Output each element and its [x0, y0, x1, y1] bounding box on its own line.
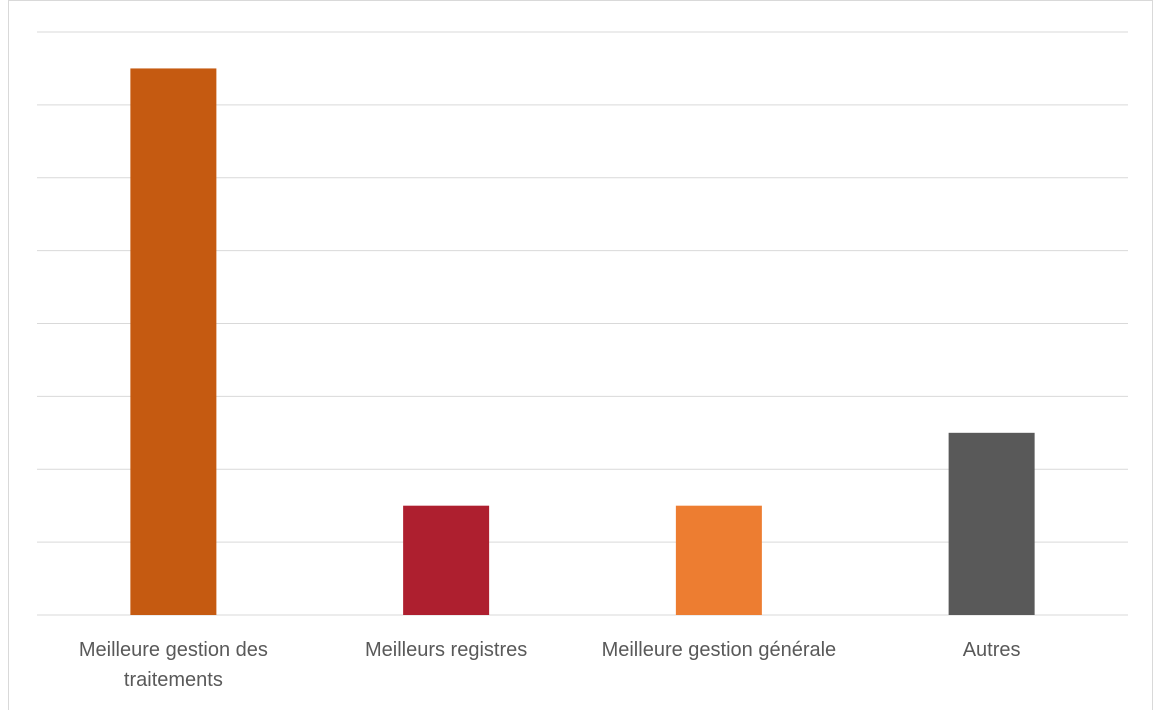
bar	[130, 68, 217, 615]
bar	[948, 432, 1035, 615]
x-tick-label: Meilleure gestion générale	[601, 639, 837, 661]
x-tick-label: Meilleurs registres	[364, 639, 528, 661]
bar	[675, 505, 762, 615]
x-tick-label: Meilleure gestion des traitements	[78, 639, 268, 691]
x-tick-label: Autres	[962, 639, 1021, 661]
bar	[403, 505, 490, 615]
